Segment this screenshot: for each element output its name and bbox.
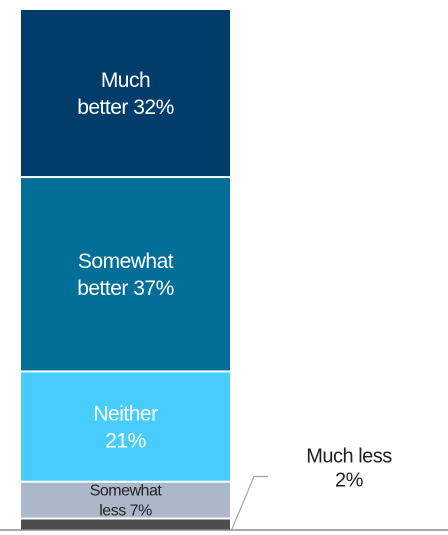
bar-segment-2 xyxy=(21,178,230,370)
bar-segment-3 xyxy=(21,372,230,480)
segment-label-4-line1: Somewhat xyxy=(90,483,163,500)
bar-segment-5 xyxy=(21,519,230,530)
segment-label-3-line2: 21% xyxy=(105,429,146,452)
segment-label-5-line2: 2% xyxy=(335,469,364,491)
segment-label-1-line1: Much xyxy=(101,69,150,92)
leader-line xyxy=(232,476,268,529)
segment-label-2-line1: Somewhat xyxy=(78,250,174,273)
segment-label-4-line2: less 7% xyxy=(99,503,152,520)
segment-label-3-line1: Neither xyxy=(93,402,158,425)
segment-label-5-line1: Much less xyxy=(306,445,392,467)
segment-label-2-line2: better 37% xyxy=(77,277,174,300)
segment-label-1-line2: better 32% xyxy=(77,96,174,119)
bar-segment-1 xyxy=(21,10,230,176)
